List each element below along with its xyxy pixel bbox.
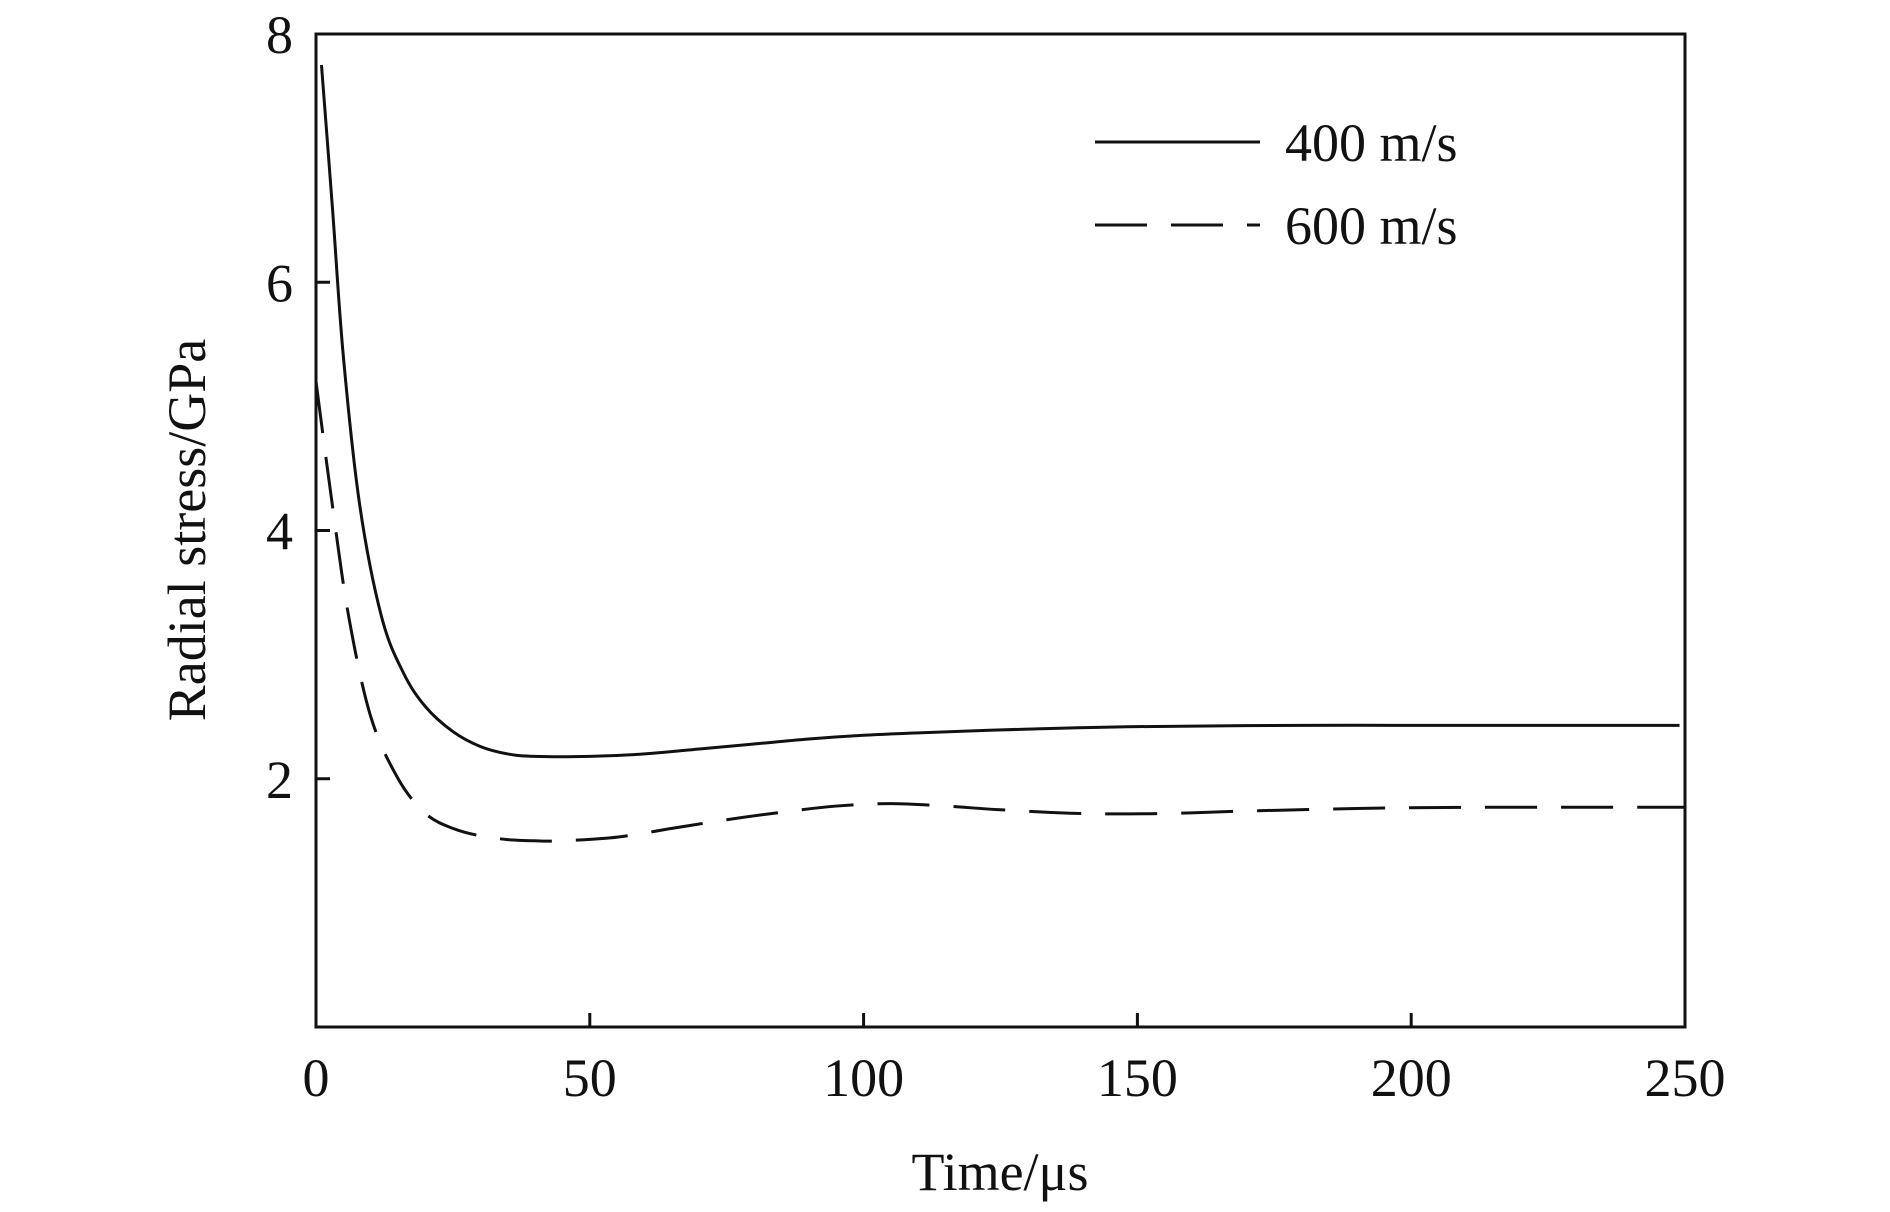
y-tick-label: 6 xyxy=(266,253,293,313)
y-tick-label: 4 xyxy=(266,502,293,562)
x-tick-label: 0 xyxy=(303,1048,330,1108)
x-tick-label: 100 xyxy=(823,1048,904,1108)
x-tick-label: 50 xyxy=(563,1048,617,1108)
x-axis-title: Time/μs xyxy=(911,1142,1088,1202)
series-line-400 xyxy=(319,64,1680,759)
x-axis-ticks: 0 50 100 150 200 250 xyxy=(303,1013,1726,1108)
plot-frame xyxy=(314,32,1687,1029)
y-tick-label: 8 xyxy=(266,5,293,65)
y-axis-ticks: 2 4 6 8 xyxy=(266,5,330,810)
legend-label-400: 400 m/s xyxy=(1285,113,1458,173)
x-tick-label: 250 xyxy=(1645,1048,1726,1108)
series-layer xyxy=(314,64,1686,843)
legend-label-600: 600 m/s xyxy=(1285,196,1458,256)
x-tick-label: 200 xyxy=(1371,1048,1452,1108)
legend: 400 m/s 600 m/s xyxy=(1095,113,1458,256)
y-axis-title: Radial stress/GPa xyxy=(157,339,217,721)
x-tick-label: 150 xyxy=(1097,1048,1178,1108)
series-line-600 xyxy=(314,381,1686,843)
y-tick-label: 2 xyxy=(266,750,293,810)
